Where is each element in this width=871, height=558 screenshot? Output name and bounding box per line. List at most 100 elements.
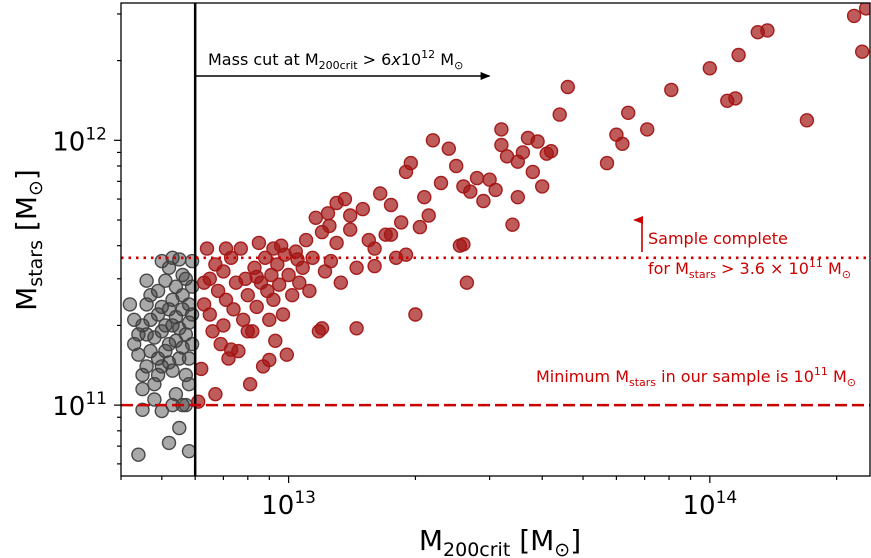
selected-halo-point-24 bbox=[251, 235, 267, 251]
completeness-label-line1: Sample complete bbox=[648, 229, 788, 248]
selected-halo-point-72 bbox=[425, 133, 441, 148]
excluded-halo-point-41 bbox=[181, 351, 197, 366]
selected-halo-point-118 bbox=[262, 352, 277, 368]
excluded-halo-point-61 bbox=[150, 367, 166, 383]
excluded-halo-point-54 bbox=[158, 273, 173, 288]
selected-halo-point-2 bbox=[199, 241, 215, 256]
selected-halo-point-105 bbox=[728, 91, 743, 106]
selected-halo-point-134 bbox=[510, 189, 525, 205]
selected-halo-point-71 bbox=[421, 208, 436, 223]
excluded-halo-point-29 bbox=[168, 387, 184, 402]
selected-halo-point-16 bbox=[233, 241, 249, 256]
excluded-halo-point-42 bbox=[184, 336, 200, 352]
selected-halo-point-42 bbox=[292, 275, 307, 290]
selected-halo-point-20 bbox=[242, 377, 258, 392]
axis-ticks: 1013 1014 1011 1012 bbox=[52, 13, 838, 521]
selected-halo-point-86 bbox=[505, 217, 520, 232]
selected-halo-point-127 bbox=[329, 195, 344, 211]
selected-halo-point-57 bbox=[349, 260, 364, 275]
selected-halo-point-31 bbox=[266, 292, 281, 307]
selected-halo-point-68 bbox=[408, 307, 423, 322]
selected-halo-point-70 bbox=[417, 189, 432, 205]
selected-halo-point-129 bbox=[367, 258, 382, 274]
selected-halo-point-33 bbox=[270, 257, 285, 272]
x-tick-label-1: 1014 bbox=[682, 488, 737, 521]
selected-halo-point-73 bbox=[433, 175, 449, 191]
excluded-halo-point-59 bbox=[135, 381, 150, 397]
excluded-halo-point-55 bbox=[139, 273, 154, 288]
excluded-halo-point-48 bbox=[161, 435, 177, 451]
selected-halo-point-125 bbox=[290, 252, 305, 267]
excluded-halo-point-66 bbox=[131, 327, 146, 342]
selected-halo-point-61 bbox=[373, 186, 388, 201]
selected-halo-point-79 bbox=[463, 184, 478, 199]
selected-halo-point-130 bbox=[383, 227, 399, 242]
selected-halo-point-4 bbox=[205, 324, 220, 339]
selected-halo-point-8 bbox=[216, 264, 231, 279]
excluded-halo-point-57 bbox=[184, 307, 200, 322]
selected-halo-point-29 bbox=[262, 312, 277, 327]
selected-halo-point-47 bbox=[308, 210, 323, 226]
excluded-halo-point-3 bbox=[131, 347, 146, 362]
selected-halo-point-122 bbox=[218, 241, 234, 256]
x-tick-label-0: 1013 bbox=[261, 488, 316, 521]
selected-halo-point-117 bbox=[240, 324, 256, 339]
selected-halo-point-100 bbox=[621, 105, 636, 121]
selected-halo-point-121 bbox=[202, 271, 218, 286]
selected-halo-point-45 bbox=[302, 283, 317, 299]
selected-halo-point-53 bbox=[329, 235, 344, 251]
selected-halo-point-46 bbox=[305, 250, 320, 265]
y-tick-label-1: 1012 bbox=[52, 124, 107, 157]
selected-halo-point-110 bbox=[846, 8, 862, 24]
selected-halo-point-120 bbox=[349, 321, 364, 336]
selected-halo-point-131 bbox=[398, 247, 414, 262]
selected-halo-point-19 bbox=[240, 288, 256, 303]
selected-halo-point-3 bbox=[202, 307, 218, 322]
selected-halo-point-97 bbox=[599, 155, 615, 171]
selected-halo-point-80 bbox=[469, 170, 485, 186]
selected-halo-point-95 bbox=[552, 107, 567, 122]
selected-halo-point-114 bbox=[208, 387, 223, 402]
excluded-halo-point-24 bbox=[165, 363, 180, 378]
minimum-label: Minimum Mstars in our sample is 1011 M⊙ bbox=[536, 365, 856, 389]
selected-halo-point-102 bbox=[664, 82, 679, 98]
excluded-halo-point-9 bbox=[143, 312, 158, 327]
selected-halo-point-108 bbox=[760, 23, 775, 38]
selected-halo-point-111 bbox=[855, 44, 870, 59]
selected-halo-point-38 bbox=[279, 347, 294, 362]
selected-halo-point-84 bbox=[494, 137, 509, 153]
excluded-halo-point-4 bbox=[135, 367, 150, 383]
selected-halo-point-56 bbox=[343, 222, 358, 237]
selected-halo-point-112 bbox=[858, 3, 870, 16]
y-tick-label-0: 1011 bbox=[52, 389, 107, 422]
excluded-halo-point-56 bbox=[175, 267, 190, 283]
selected-halo-point-94 bbox=[543, 143, 559, 159]
selected-halo-point-23 bbox=[249, 299, 264, 315]
selected-halo-point-88 bbox=[515, 145, 531, 160]
selected-halo-point-54 bbox=[333, 275, 348, 290]
selected-halo-point-63 bbox=[383, 197, 399, 213]
excluded-halo-point-46 bbox=[172, 420, 187, 436]
excluded-halo-point-60 bbox=[139, 297, 154, 312]
selected-halo-point-103 bbox=[702, 61, 717, 76]
x-axis-label: M200crit [M⊙] bbox=[419, 524, 581, 558]
selected-halo-point-60 bbox=[367, 241, 382, 256]
selected-halo-point-106 bbox=[731, 47, 746, 63]
selected-halo-point-90 bbox=[525, 164, 540, 180]
excluded-halo-point-7 bbox=[139, 359, 154, 374]
excluded-halo-point-53 bbox=[147, 392, 162, 407]
selected-halo-point-96 bbox=[560, 79, 575, 95]
excluded-halo-point-65 bbox=[154, 299, 170, 315]
selected-halo-point-116 bbox=[223, 342, 239, 357]
mass-cut-label: Mass cut at M200crit > 6x1012 M⊙ bbox=[208, 48, 463, 72]
selected-halo-point-99 bbox=[615, 136, 630, 152]
selected-halo-point-133 bbox=[494, 122, 509, 137]
selected-halo-point-113 bbox=[193, 361, 209, 377]
excluded-halo-point-43 bbox=[184, 279, 200, 294]
selected-halo-point-32 bbox=[268, 333, 283, 348]
y-axis-label: Mstars [M⊙] bbox=[10, 169, 47, 311]
selected-halo-point-34 bbox=[272, 277, 287, 292]
excluded-halo-point-63 bbox=[168, 309, 184, 325]
selected-halo-point-36 bbox=[275, 307, 291, 322]
selected-halo-point-67 bbox=[403, 155, 418, 171]
